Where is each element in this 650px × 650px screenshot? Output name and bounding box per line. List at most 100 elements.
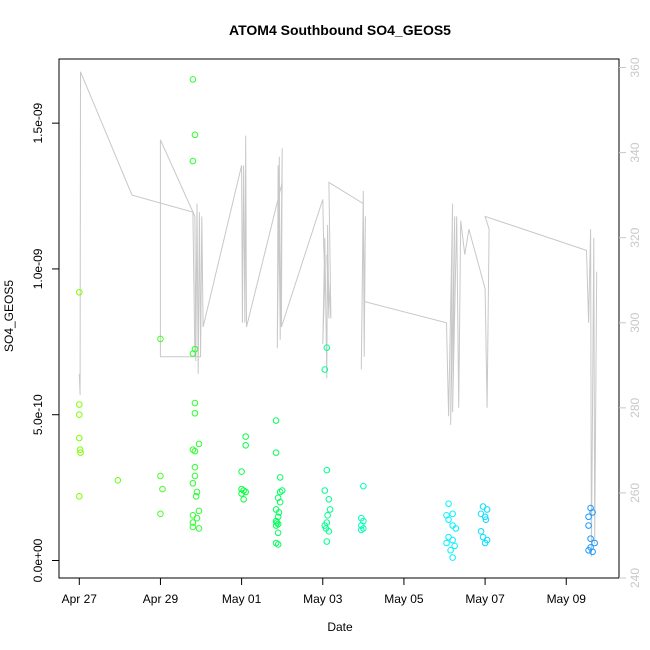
y2-tick-label: 340 — [628, 142, 642, 162]
data-point — [189, 519, 197, 526]
data-point — [76, 446, 84, 454]
data-point — [75, 434, 83, 442]
data-point — [238, 490, 245, 497]
data-point — [192, 493, 200, 500]
data-point — [445, 500, 452, 507]
x-tick-label: May 09 — [547, 592, 587, 606]
data-point — [191, 409, 199, 417]
data-point — [587, 535, 594, 542]
x-axis-label: Date — [327, 620, 353, 634]
data-point — [325, 528, 333, 535]
data-point — [195, 525, 203, 532]
y2-tick-label: 280 — [628, 398, 642, 418]
data-point — [189, 76, 197, 83]
data-point — [449, 536, 456, 544]
data-point — [323, 466, 331, 474]
data-point — [157, 335, 164, 343]
x-tick-label: Apr 27 — [62, 592, 98, 606]
data-point — [75, 411, 83, 419]
data-point — [242, 488, 249, 496]
data-points-layer — [75, 76, 598, 561]
data-point — [276, 488, 284, 496]
data-point — [274, 529, 282, 537]
data-point — [276, 474, 284, 481]
x-tick-label: Apr 29 — [143, 592, 179, 606]
y2-tick-label: 300 — [628, 312, 642, 332]
x-axis: Apr 27 Apr 29 May 01 May 03 May 05 May 07 May … — [62, 578, 587, 606]
data-point — [447, 547, 454, 554]
y-axis: 0.0e+00 5.0e-10 1.0e-09 1.5e-09 — [31, 102, 59, 582]
y2-tick-label: 360 — [628, 57, 642, 77]
data-point — [189, 350, 197, 357]
data-point — [275, 509, 283, 516]
data-point — [482, 516, 490, 523]
data-point — [240, 495, 247, 503]
data-point — [449, 554, 456, 561]
data-point — [189, 157, 197, 165]
data-point — [195, 507, 203, 515]
data-point — [274, 541, 282, 548]
data-point — [191, 399, 199, 407]
data-point — [242, 442, 249, 449]
secondary-y-axis: 240 260 280 300 320 340 360 — [619, 57, 642, 588]
data-point — [481, 539, 489, 547]
y-tick-label: 5.0e-10 — [31, 394, 45, 435]
data-point — [242, 433, 249, 440]
data-point — [452, 525, 460, 532]
x-tick-label: May 01 — [222, 592, 262, 606]
chart-title: ATOM4 Southbound SO4_GEOS5 — [229, 22, 451, 38]
data-point — [189, 479, 197, 487]
data-point — [477, 528, 485, 535]
data-point — [75, 493, 83, 500]
data-point — [321, 366, 329, 373]
data-point — [325, 495, 333, 503]
y-tick-label: 0.0e+00 — [31, 538, 45, 582]
secondary-line-layer — [78, 71, 598, 557]
x-tick-label: May 03 — [303, 592, 343, 606]
data-point — [323, 538, 331, 545]
data-point — [324, 512, 331, 519]
data-point — [445, 516, 452, 523]
data-point — [276, 498, 284, 506]
data-point — [77, 449, 84, 456]
data-point — [323, 344, 331, 351]
x-tick-label: May 05 — [384, 592, 424, 606]
data-point — [272, 449, 280, 456]
data-point — [157, 472, 164, 480]
data-point — [321, 522, 329, 529]
data-point — [585, 522, 592, 529]
data-point — [585, 547, 592, 554]
data-point — [75, 288, 83, 296]
x-tick-label: May 07 — [465, 592, 505, 606]
data-point — [189, 523, 197, 531]
y-axis-label: SO4_GEOS5 — [2, 280, 16, 352]
plot-frame — [58, 58, 620, 579]
data-point — [191, 463, 199, 471]
data-point — [272, 522, 280, 529]
data-point — [193, 514, 201, 522]
data-point — [443, 539, 450, 547]
data-point — [191, 447, 199, 455]
data-point — [481, 513, 489, 521]
y2-tick-label: 240 — [628, 568, 642, 588]
data-point — [193, 488, 201, 496]
data-point — [326, 506, 334, 513]
y2-tick-label: 320 — [628, 227, 642, 247]
data-point — [451, 542, 458, 550]
data-point — [483, 506, 491, 513]
data-point — [449, 510, 456, 518]
secondary-series-line — [78, 71, 598, 557]
data-point — [195, 440, 203, 448]
data-point — [157, 510, 164, 518]
data-point — [585, 513, 592, 521]
y2-tick-label: 260 — [628, 483, 642, 503]
data-point — [360, 482, 367, 490]
data-point — [358, 526, 365, 534]
data-point — [321, 487, 329, 494]
data-point — [191, 131, 199, 139]
data-point — [591, 539, 598, 547]
data-point — [114, 477, 122, 484]
data-point — [159, 485, 166, 493]
